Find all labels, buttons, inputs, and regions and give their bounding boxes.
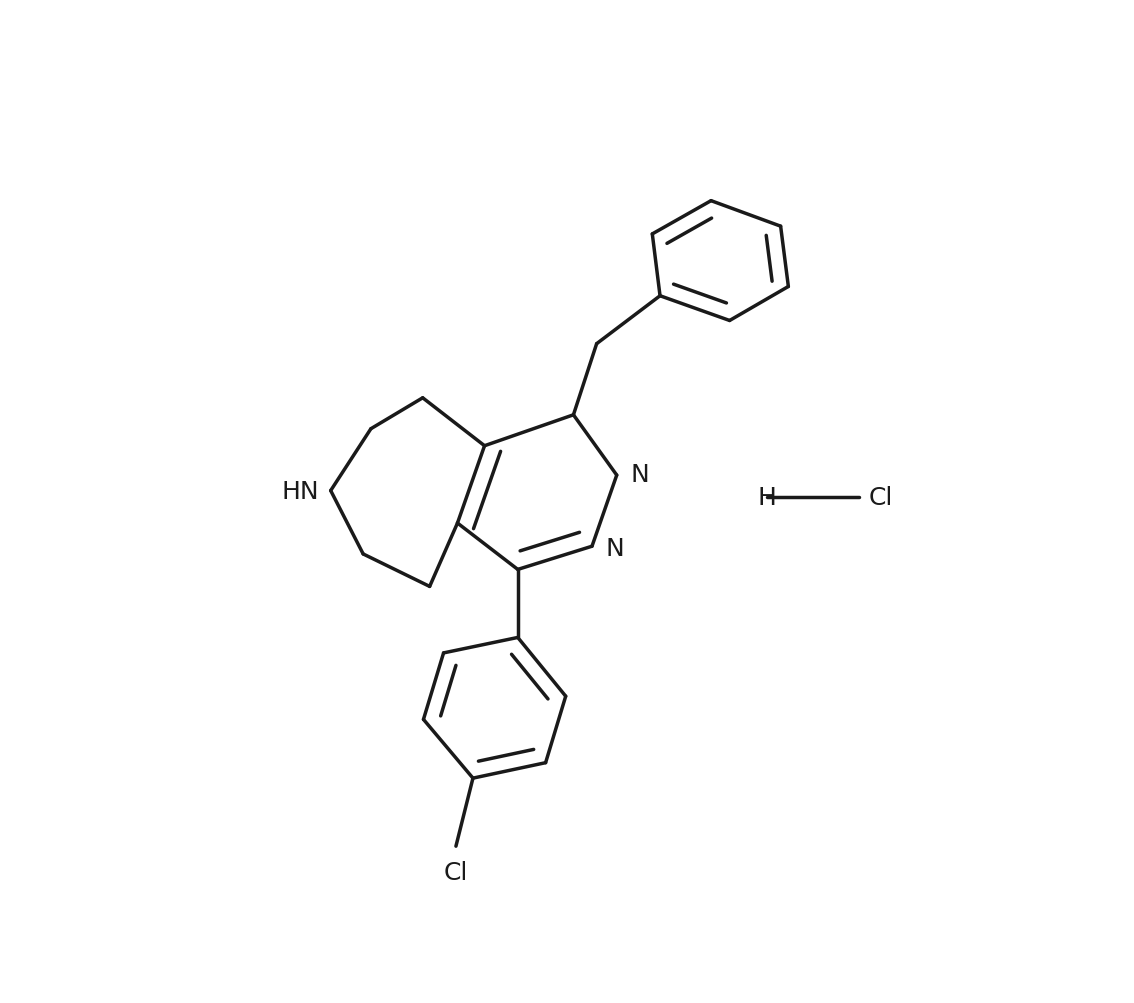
Text: H: H: [758, 485, 776, 510]
Text: N: N: [631, 462, 650, 486]
Text: HN: HN: [281, 479, 319, 504]
Text: N: N: [606, 537, 625, 561]
Text: Cl: Cl: [869, 485, 894, 510]
Text: Cl: Cl: [443, 861, 468, 885]
